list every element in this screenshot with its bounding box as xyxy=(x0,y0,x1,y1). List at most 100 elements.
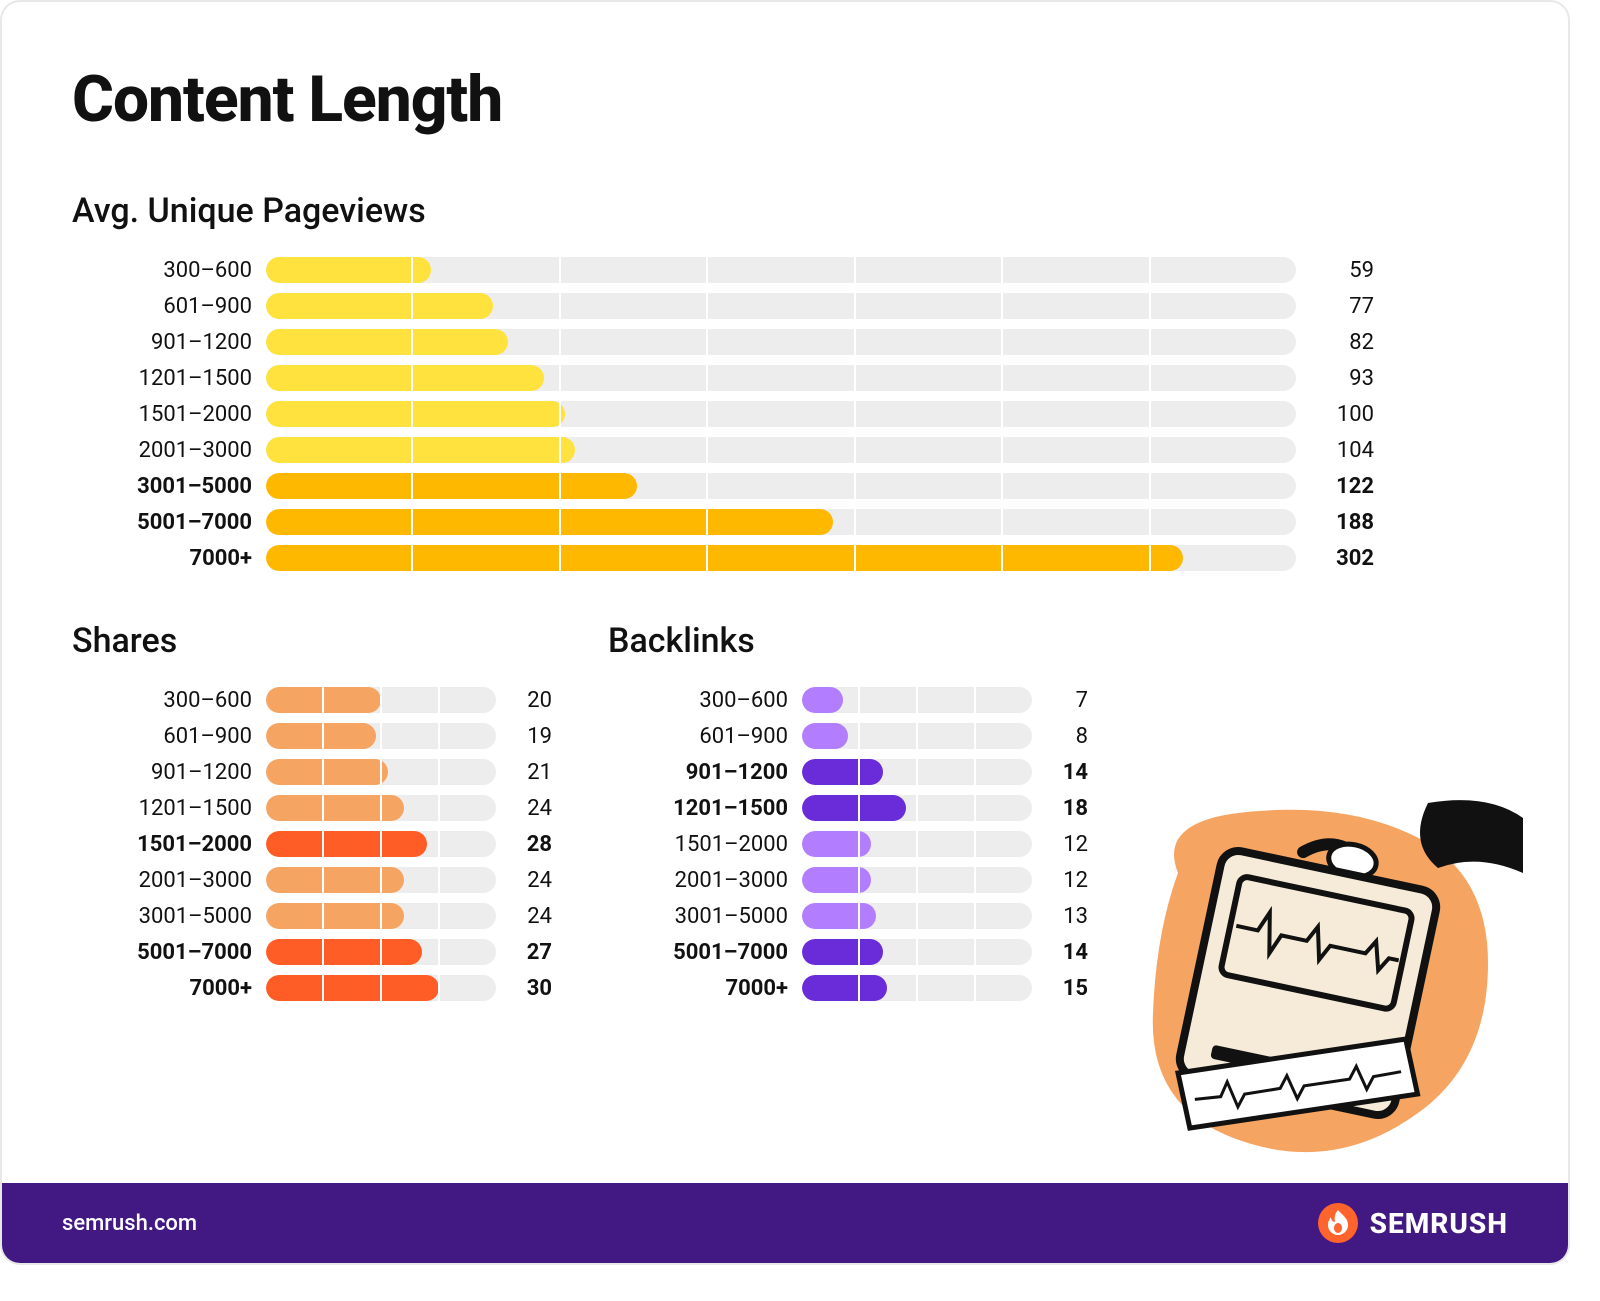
pageviews-title: Avg. Unique Pageviews xyxy=(72,191,1498,231)
backlinks-label: 901–1200 xyxy=(608,760,788,785)
shares-fill xyxy=(266,759,388,785)
shares-track xyxy=(266,723,496,749)
shares-value: 21 xyxy=(510,760,552,785)
pageviews-value: 77 xyxy=(1310,294,1374,319)
backlinks-row: 601–900 8 xyxy=(608,723,1088,749)
pageviews-row: 1501–2000 100 xyxy=(72,401,1498,427)
backlinks-fill xyxy=(802,831,871,857)
backlinks-track xyxy=(802,867,1032,893)
shares-fill xyxy=(266,687,381,713)
backlinks-bars: 300–6007601–9008901–1200141201–150018150… xyxy=(608,687,1088,1001)
pageviews-fill xyxy=(266,293,493,319)
shares-value: 24 xyxy=(510,868,552,893)
backlinks-value: 7 xyxy=(1046,688,1088,713)
shares-label: 601–900 xyxy=(72,724,252,749)
backlinks-label: 1201–1500 xyxy=(608,796,788,821)
backlinks-fill xyxy=(802,903,876,929)
shares-track xyxy=(266,831,496,857)
shares-row: 1501–200028 xyxy=(72,831,552,857)
shares-track xyxy=(266,795,496,821)
pageviews-fill xyxy=(266,437,575,463)
shares-fill xyxy=(266,831,427,857)
backlinks-label: 601–900 xyxy=(608,724,788,749)
pageviews-track xyxy=(266,545,1296,571)
backlinks-track xyxy=(802,831,1032,857)
backlinks-row: 3001–500013 xyxy=(608,903,1088,929)
pageviews-track xyxy=(266,293,1296,319)
shares-row: 1201–150024 xyxy=(72,795,552,821)
shares-row: 300–600 20 xyxy=(72,687,552,713)
backlinks-value: 14 xyxy=(1046,940,1088,965)
backlinks-label: 5001–7000 xyxy=(608,940,788,965)
pageviews-track xyxy=(266,401,1296,427)
pageviews-label: 2001–3000 xyxy=(72,438,252,463)
backlinks-label: 3001–5000 xyxy=(608,904,788,929)
shares-row: 7000+30 xyxy=(72,975,552,1001)
pageviews-track xyxy=(266,473,1296,499)
pageviews-row: 5001–7000 188 xyxy=(72,509,1498,535)
shares-value: 19 xyxy=(510,724,552,749)
pageviews-label: 601–900 xyxy=(72,294,252,319)
pageviews-value: 188 xyxy=(1310,510,1374,535)
pageviews-label: 1501–2000 xyxy=(72,402,252,427)
backlinks-value: 14 xyxy=(1046,760,1088,785)
pageviews-label: 5001–7000 xyxy=(72,510,252,535)
footer-logo: SEMRUSH xyxy=(1318,1203,1508,1243)
backlinks-track xyxy=(802,975,1032,1001)
shares-label: 5001–7000 xyxy=(72,940,252,965)
backlinks-fill xyxy=(802,975,887,1001)
shares-row: 3001–500024 xyxy=(72,903,552,929)
pageviews-fill xyxy=(266,401,565,427)
backlinks-value: 18 xyxy=(1046,796,1088,821)
backlinks-fill xyxy=(802,687,843,713)
shares-track xyxy=(266,867,496,893)
backlinks-row: 5001–7000 14 xyxy=(608,939,1088,965)
backlinks-fill xyxy=(802,795,906,821)
pageviews-fill xyxy=(266,473,637,499)
backlinks-track xyxy=(802,939,1032,965)
shares-title: Shares xyxy=(72,621,552,661)
illustration-arm xyxy=(1420,800,1523,873)
pageviews-fill xyxy=(266,365,544,391)
backlinks-value: 12 xyxy=(1046,868,1088,893)
footer-url: semrush.com xyxy=(62,1211,197,1236)
shares-row: 901–120021 xyxy=(72,759,552,785)
shares-label: 1201–1500 xyxy=(72,796,252,821)
pageviews-label: 1201–1500 xyxy=(72,366,252,391)
pageviews-row: 601–900 77 xyxy=(72,293,1498,319)
pageviews-row: 2001–3000 104 xyxy=(72,437,1498,463)
pageviews-fill xyxy=(266,329,508,355)
pageviews-value: 104 xyxy=(1310,438,1374,463)
infographic-card: Content Length Avg. Unique Pageviews 300… xyxy=(0,0,1570,1265)
pageviews-value: 100 xyxy=(1310,402,1374,427)
backlinks-value: 8 xyxy=(1046,724,1088,749)
backlinks-title: Backlinks xyxy=(608,621,1088,661)
backlinks-value: 15 xyxy=(1046,976,1088,1001)
backlinks-track xyxy=(802,759,1032,785)
shares-track xyxy=(266,687,496,713)
backlinks-row: 901–1200 14 xyxy=(608,759,1088,785)
shares-section: Shares 300–600 20 601–900 19 901–120021 1201–… xyxy=(72,621,552,1011)
shares-track xyxy=(266,975,496,1001)
pageviews-section: Avg. Unique Pageviews 300–60059601–90077… xyxy=(72,191,1498,571)
shares-track xyxy=(266,903,496,929)
pageviews-row: 3001–5000122 xyxy=(72,473,1498,499)
backlinks-fill xyxy=(802,759,883,785)
shares-track xyxy=(266,939,496,965)
backlinks-label: 2001–3000 xyxy=(608,868,788,893)
shares-track xyxy=(266,759,496,785)
shares-value: 27 xyxy=(510,940,552,965)
shares-value: 20 xyxy=(510,688,552,713)
footer-bar: semrush.com SEMRUSH xyxy=(2,1183,1568,1263)
backlinks-row: 1201–1500 18 xyxy=(608,795,1088,821)
pageviews-track xyxy=(266,329,1296,355)
shares-label: 300–600 xyxy=(72,688,252,713)
backlinks-label: 1501–2000 xyxy=(608,832,788,857)
pageviews-value: 59 xyxy=(1310,258,1374,283)
backlinks-row: 7000+15 xyxy=(608,975,1088,1001)
backlinks-row: 1501–200012 xyxy=(608,831,1088,857)
pageviews-row: 1201–150093 xyxy=(72,365,1498,391)
shares-fill xyxy=(266,723,376,749)
pageviews-label: 3001–5000 xyxy=(72,474,252,499)
shares-fill xyxy=(266,903,404,929)
